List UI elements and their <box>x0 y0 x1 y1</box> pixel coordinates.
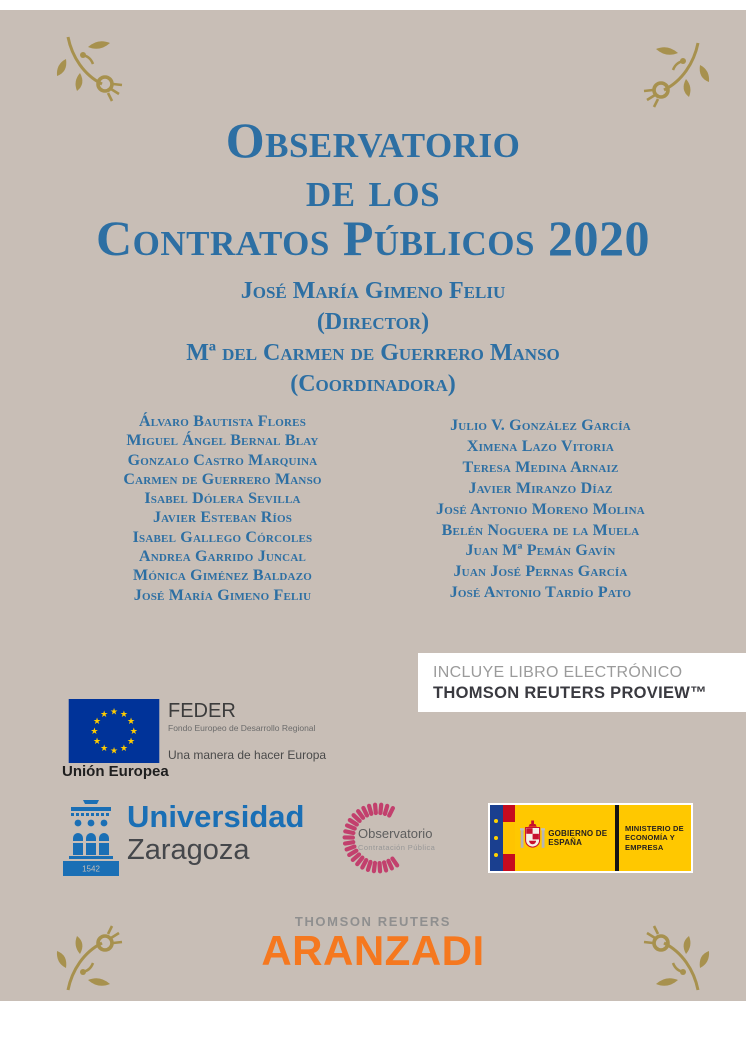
contributor-name: José Antonio Moreno Molina <box>436 500 645 518</box>
contributor-name: Belén Noguera de la Muela <box>441 521 640 539</box>
unizar-founding-year: 1542 <box>82 865 100 874</box>
contributor-name: Miguel Ángel Bernal Blay <box>126 432 319 450</box>
title-line: Observatorio <box>225 112 521 168</box>
title-line: de los <box>305 161 441 217</box>
coordinator-role: (Coordinadora) <box>290 371 456 397</box>
contributor-name: Carmen de Guerrero Manso <box>123 470 322 488</box>
contributor-name: Javier Esteban Ríos <box>152 509 293 527</box>
contributor-name: Javier Miranzo Díaz <box>468 479 613 497</box>
contributors-right-column: Julio V. González García Ximena Lazo Vit… <box>354 416 727 604</box>
svg-text:★: ★ <box>130 726 138 736</box>
svg-text:★: ★ <box>100 743 108 753</box>
contributor-name: José Antonio Tardío Pato <box>449 584 632 602</box>
feder-tagline: Una manera de hacer Europa <box>168 748 327 762</box>
director-block: José María Gimeno Feliu (Director) <box>0 276 746 338</box>
aranzadi-logo: ARANZADI <box>261 927 485 974</box>
svg-text:★: ★ <box>100 709 108 719</box>
gov-ministry-box: MINISTERIO DE ECONOMÍA Y EMPRESA <box>619 805 691 871</box>
coordinator-block: Mª del Carmen de Guerrero Manso (Coordin… <box>0 338 746 400</box>
gov-main-box: GOBIERNO DE ESPAÑA <box>515 805 615 871</box>
contributor-name: José María Gimeno Feliu <box>133 586 312 604</box>
svg-text:★: ★ <box>110 706 118 716</box>
coordinator-name: Mª del Carmen de Guerrero Manso <box>186 340 560 366</box>
leaf-branch-ornament-bottom-right-icon <box>643 925 710 991</box>
director-role: (Director) <box>316 309 430 335</box>
eu-flag-icon: ★ ★★★★★★★★★★★ <box>68 699 160 763</box>
contributor-name: Isabel Dólera Sevilla <box>144 490 301 508</box>
contributor-name: Gonzalo Castro Marquina <box>127 451 318 469</box>
svg-text:★: ★ <box>93 716 101 726</box>
contributor-name: Julio V. González García <box>450 417 631 434</box>
spain-flag-strip-icon <box>503 805 515 871</box>
universidad-zaragoza-logo-icon: 1542 <box>63 800 119 876</box>
proview-line1: INCLUYE LIBRO ELECTRÓNICO <box>433 664 683 681</box>
contributor-name: Teresa Medina Arnaiz <box>462 458 619 476</box>
leaf-branch-ornament-bottom-left-icon <box>56 925 123 991</box>
contributor-name: Álvaro Bautista Flores <box>138 413 307 430</box>
feder-title: FEDER <box>168 700 236 722</box>
svg-text:★: ★ <box>110 746 118 756</box>
feder-subtitle: Fondo Europeo de Desarrollo Regional <box>168 723 316 733</box>
svg-text:★: ★ <box>127 736 135 746</box>
proview-banner: INCLUYE LIBRO ELECTRÓNICO THOMSON REUTER… <box>418 653 746 712</box>
contributor-name: Andrea Garrido Juncal <box>138 548 307 566</box>
leaf-branch-ornament-top-left-icon <box>56 36 123 102</box>
contributor-name: Juan José Pernas García <box>453 563 628 581</box>
proview-line2: THOMSON REUTERS PROVIEW™ <box>433 684 707 702</box>
thomson-reuters-label: THOMSON REUTERS <box>294 914 452 929</box>
unizar-city: Zaragoza <box>127 834 250 866</box>
gov-eu-strip-icon <box>490 805 503 871</box>
svg-text:★: ★ <box>120 709 128 719</box>
director-name: José María Gimeno Feliu <box>240 278 506 304</box>
spain-coat-of-arms-icon <box>520 820 546 848</box>
gobierno-label: GOBIERNO DE ESPAÑA <box>548 828 608 848</box>
svg-text:★: ★ <box>120 743 128 753</box>
contributor-name: Mónica Giménez Baldazo <box>133 567 312 585</box>
contributor-name: Ximena Lazo Vitoria <box>466 437 615 455</box>
title-line: Contratos Públicos 2020 <box>96 210 650 266</box>
ministerio-label: MINISTERIO DE ECONOMÍA Y EMPRESA <box>625 823 684 852</box>
gobierno-espana-logo: GOBIERNO DE ESPAÑA MINISTERIO DE ECONOMÍ… <box>488 803 693 873</box>
svg-text:★: ★ <box>127 716 135 726</box>
gov-divider <box>615 805 619 871</box>
leaf-branch-ornament-top-right-icon <box>643 42 710 108</box>
svg-text:★: ★ <box>90 726 98 736</box>
union-europea-label: Unión Europea <box>62 763 169 780</box>
contributor-name: Isabel Gallego Córcoles <box>132 528 313 546</box>
book-title: Observatorio de los Contratos Públicos 2… <box>0 112 746 266</box>
observatorio-logo-icon <box>342 802 400 874</box>
observatorio-label: Observatorio <box>358 826 433 841</box>
observatorio-sublabel: Contratación Pública <box>358 843 436 852</box>
contributors-left-column: Álvaro Bautista Flores Miguel Ángel Bern… <box>36 412 409 605</box>
unizar-name: Universidad <box>127 799 305 834</box>
contributor-name: Juan Mª Pemán Gavín <box>465 542 616 560</box>
svg-text:★: ★ <box>93 736 101 746</box>
